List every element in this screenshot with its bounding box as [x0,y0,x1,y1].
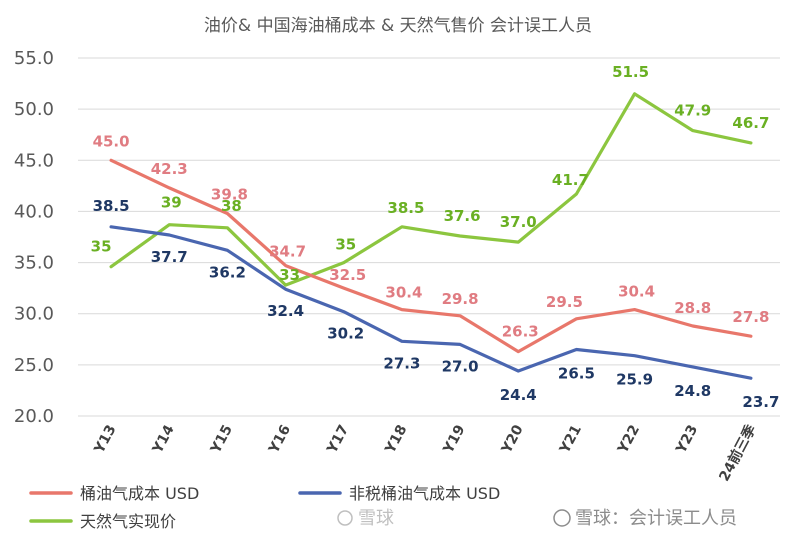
data-label-1: 30.2 [327,325,364,343]
y-tick-label: 55.0 [14,48,54,69]
watermark-brand: 雪球 [358,508,394,529]
data-label-0: 29.8 [442,290,479,308]
y-tick-label: 35.0 [14,253,54,274]
data-label-2: 38.5 [387,199,424,217]
data-label-1: 24.4 [500,386,537,404]
chart-title: 油价& 中国海油桶成本 & 天然气售价 会计误工人员 [204,16,592,36]
data-label-0: 30.4 [618,283,655,301]
data-label-1: 27.0 [442,357,479,375]
data-label-1: 32.4 [267,302,304,320]
xueqiu-credit-logo-icon [553,509,571,527]
xueqiu-logo-icon [337,510,353,526]
data-label-0: 28.8 [674,299,711,317]
data-label-1: 27.3 [383,354,420,372]
data-label-0: 29.5 [546,293,583,311]
data-label-2: 41.7 [552,171,589,189]
data-label-0: 42.3 [151,160,188,178]
data-label-2: 33 [279,266,300,284]
data-label-1: 26.5 [558,365,595,383]
data-label-1: 23.7 [742,393,779,411]
data-label-2: 38 [221,197,242,215]
legend-label-nontax-cost: 非税桶油气成本 USD [349,484,500,503]
data-label-0: 26.3 [502,323,539,341]
y-tick-label: 20.0 [14,406,54,427]
data-label-2: 46.7 [732,114,769,132]
data-label-1: 24.8 [674,382,711,400]
data-label-0: 34.7 [269,243,306,261]
watermark: 雪球 雪球：会计误工人员 [337,508,737,529]
y-tick-label: 30.0 [14,304,54,325]
data-label-0: 27.8 [732,308,769,326]
data-label-1: 36.2 [209,263,246,281]
data-label-2: 35 [335,236,356,254]
y-tick-label: 50.0 [14,99,54,120]
data-label-1: 37.7 [151,248,188,266]
legend: 桶油气成本 USD 非税桶油气成本 USD 天然气实现价 [29,484,500,531]
data-label-2: 39 [161,194,182,212]
series-line-0 [109,158,753,354]
legend-label-cost: 桶油气成本 USD [80,484,199,503]
watermark-credit: 雪球：会计误工人员 [575,508,737,529]
y-axis: 20.0 25.0 30.0 35.0 40.0 45.0 50.0 55.0 [14,48,54,427]
data-labels: 45.0 42.3 39.8 34.7 32.5 30.4 29.8 26.3 29.5 30.4… [91,63,780,411]
series-line-1 [109,225,753,380]
y-tick-label: 40.0 [14,201,54,222]
series-line-2 [109,92,753,287]
data-label-2: 37.0 [500,213,537,231]
data-label-1: 25.9 [616,371,653,389]
data-label-2: 37.6 [444,207,481,225]
data-label-0: 30.4 [385,284,422,302]
data-label-0: 39.8 [211,185,248,203]
data-label-0: 45.0 [93,132,130,150]
data-label-2: 47.9 [674,102,711,120]
series-lines [109,92,753,380]
data-label-2: 35 [91,238,112,256]
data-label-0: 32.5 [329,266,366,284]
data-label-2: 51.5 [612,63,649,81]
legend-label-gas-price: 天然气实现价 [80,512,176,531]
data-label-1: 38.5 [93,197,130,215]
y-tick-label: 45.0 [14,150,54,171]
y-tick-label: 25.0 [14,355,54,376]
